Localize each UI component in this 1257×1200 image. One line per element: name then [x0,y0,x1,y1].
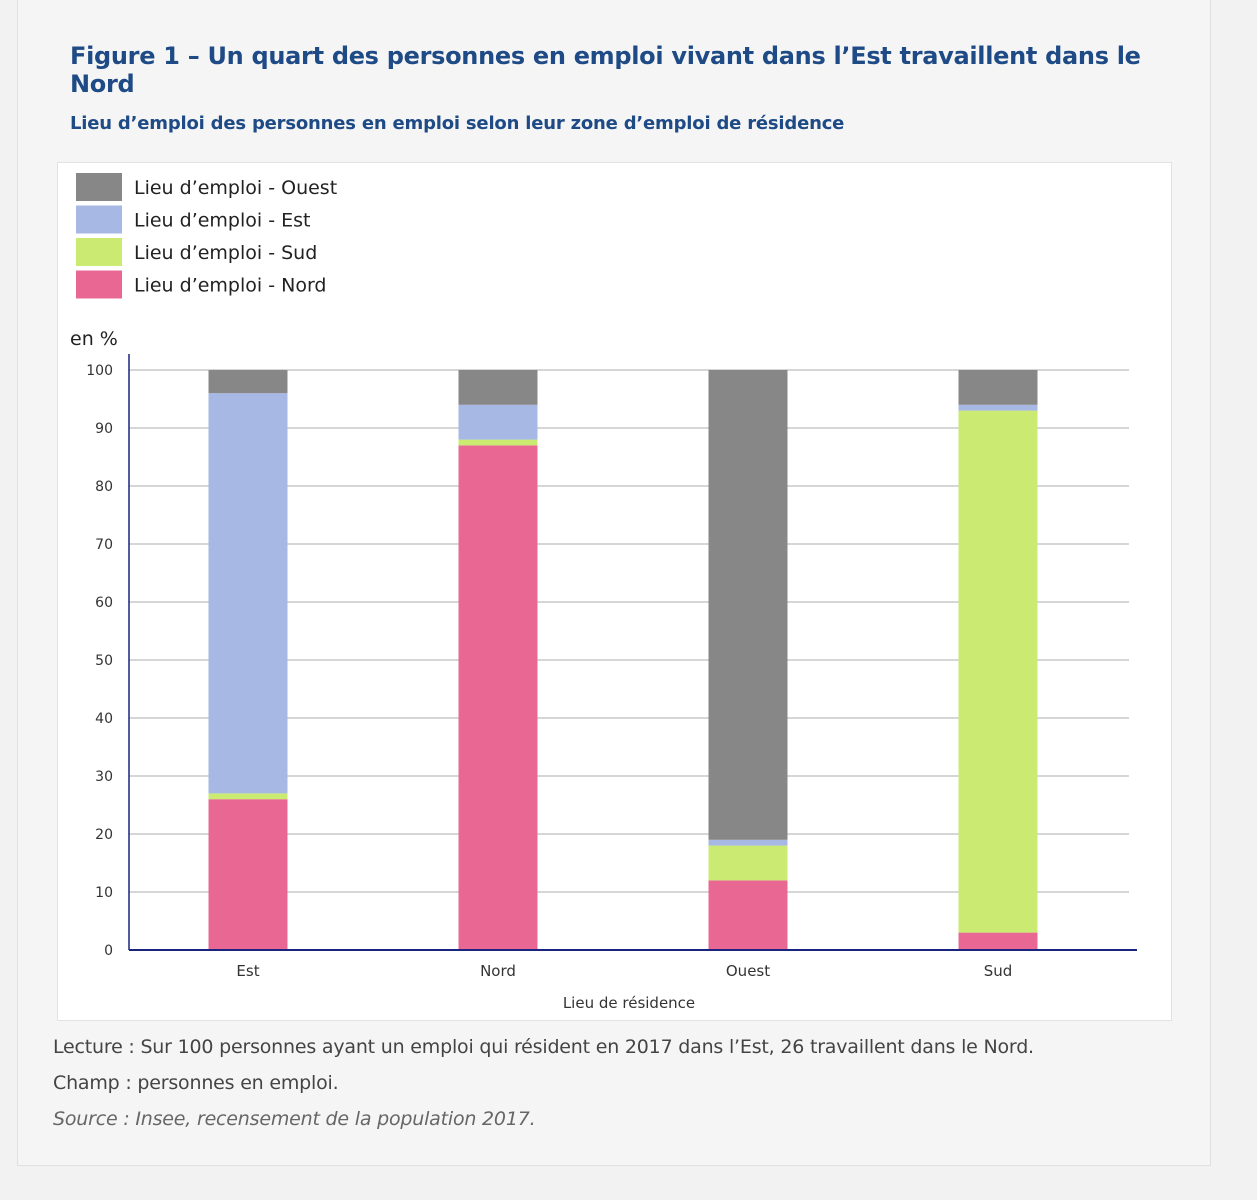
legend-label: Lieu d’emploi - Nord [134,275,327,297]
y-tick-label: 60 [95,595,113,611]
legend-label: Lieu d’emploi - Est [134,210,310,232]
x-tick-label: Nord [480,962,516,980]
bar-segment [708,370,788,840]
bar-segment [958,410,1038,933]
bar-segment [708,845,788,881]
x-tick-label: Sud [984,962,1013,980]
champ-note: Champ : personnes en emploi. [53,1072,339,1094]
bar-segment [208,799,288,950]
x-tick-label: Est [236,962,259,980]
bar-segment [208,793,288,800]
x-axis-title: Lieu de résidence [563,994,695,1012]
y-tick-label: 100 [86,363,113,379]
y-tick-label: 20 [95,827,113,843]
y-tick-label: 10 [95,885,113,901]
legend-swatch [76,238,122,266]
bar-segment [958,404,1038,411]
bar-segment [958,932,1038,950]
figure-notes: Lecture : Sur 100 personnes ayant un emp… [53,1035,1034,1143]
x-tick-label: Ouest [726,962,770,980]
chart-container: Lieu d’emploi - Ouest Lieu d’emploi - Est… [57,162,1172,1021]
y-tick-label: 80 [95,479,113,495]
bar-segment [208,393,288,794]
legend-swatch [76,270,122,299]
y-axis-unit-label: en % [70,328,118,350]
figure-subtitle: Lieu d’emploi des personnes en emploi se… [70,113,845,134]
bar-segment [458,445,538,950]
bar-segment [958,370,1038,405]
legend-swatch [76,173,122,201]
legend-swatch [76,205,122,234]
figure-title: Figure 1 – Un quart des personnes en emp… [70,42,1141,98]
y-tick-label: 30 [95,769,113,785]
bar-segment [458,439,538,446]
bar-segment [458,370,538,405]
y-tick-label: 70 [95,537,113,553]
source-note: Source : Insee, recensement de la popula… [53,1108,536,1130]
stacked-bar-chart: Lieu d’emploi - Ouest Lieu d’emploi - Est… [70,173,1137,1012]
y-tick-label: 40 [95,711,113,727]
bar-segment [458,404,538,440]
lecture-note: Lecture : Sur 100 personnes ayant un emp… [53,1036,1034,1058]
bar-segment [708,839,788,846]
y-tick-label: 0 [104,943,113,959]
bar-segment [708,880,788,950]
y-tick-label: 90 [95,421,113,437]
legend-label: Lieu d’emploi - Ouest [134,177,337,199]
legend-label: Lieu d’emploi - Sud [134,242,317,264]
bar-segment [208,370,288,394]
y-tick-label: 50 [95,653,113,669]
